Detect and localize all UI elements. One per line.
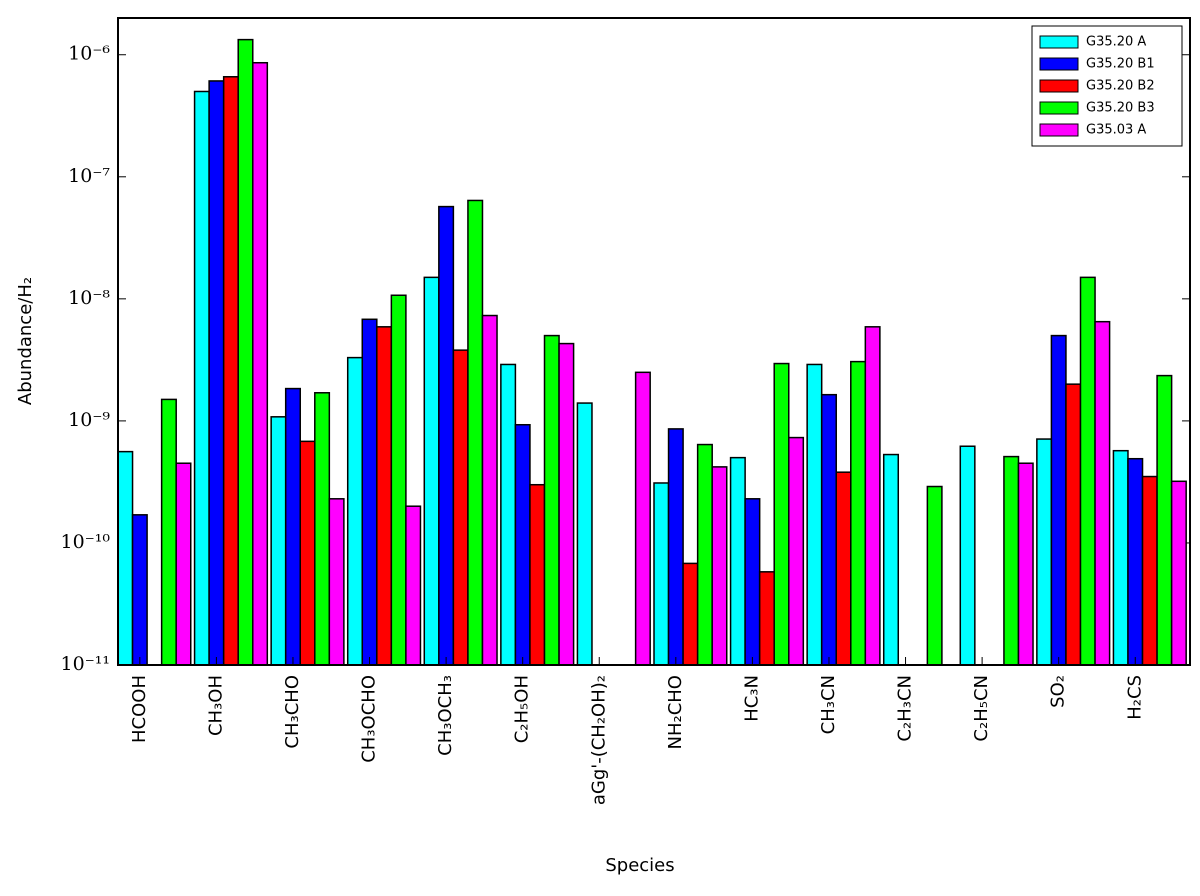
bar — [314, 392, 331, 666]
bar — [467, 199, 484, 666]
bar — [758, 571, 775, 666]
bar — [1127, 457, 1144, 666]
bar — [850, 360, 867, 666]
bar — [117, 450, 134, 666]
x-tick-label: CH₃OCHO — [359, 675, 380, 763]
x-tick-label: CH₃OCH₃ — [435, 675, 456, 756]
bar — [529, 483, 546, 666]
bar — [1112, 449, 1129, 666]
bar — [405, 505, 422, 666]
plot-frame — [117, 17, 1191, 666]
bar — [864, 326, 881, 666]
bar — [252, 61, 269, 666]
bar — [175, 462, 192, 666]
bar — [1141, 475, 1158, 666]
bar — [423, 276, 440, 666]
legend-label: G35.20 B2 — [1086, 79, 1155, 94]
bar — [711, 466, 728, 666]
x-tick-label: HC₃N — [741, 675, 762, 722]
bar — [514, 423, 531, 666]
x-tick-label: aGg'-(CH₂OH)₂ — [588, 675, 609, 805]
x-tick-label: CH₃CN — [818, 675, 839, 734]
bar — [543, 334, 560, 666]
bar — [696, 443, 713, 666]
x-tick-label: HCOOH — [129, 675, 150, 743]
bar — [1003, 455, 1020, 666]
x-tick-label: CH₃CHO — [282, 675, 303, 749]
bar — [299, 440, 316, 666]
bar — [820, 393, 837, 666]
bar — [270, 416, 287, 666]
bar — [1036, 438, 1053, 666]
y-tick-label: 10⁻¹¹ — [61, 653, 110, 675]
bar — [773, 362, 790, 666]
bar — [237, 38, 254, 666]
bar — [346, 356, 364, 666]
legend-swatch — [1039, 123, 1079, 137]
bar — [667, 428, 684, 666]
bar — [744, 498, 761, 666]
bar — [193, 90, 210, 666]
bar — [926, 485, 943, 666]
y-tick-label: 10⁻⁹ — [68, 409, 110, 431]
x-tick-label: NH₂CHO — [665, 675, 686, 750]
y-tick-label: 10⁻⁸ — [68, 287, 110, 309]
y-tick-label: 10⁻⁶ — [68, 43, 110, 65]
bar — [882, 453, 900, 666]
bar — [1050, 334, 1067, 666]
bar — [1156, 374, 1173, 666]
bar — [438, 205, 455, 666]
y-axis-label: Abundance/H₂ — [15, 277, 36, 405]
bar — [481, 314, 498, 666]
bar — [376, 326, 393, 666]
bar — [1170, 480, 1187, 666]
legend-label: G35.20 B1 — [1086, 57, 1155, 72]
bar — [390, 294, 407, 666]
bar — [328, 498, 345, 666]
bar — [500, 363, 517, 666]
bar — [682, 562, 699, 666]
bar — [1065, 383, 1082, 666]
x-tick-label: C₂H₅OH — [512, 675, 533, 743]
bar — [558, 342, 575, 666]
legend-swatch — [1039, 79, 1079, 93]
bar — [959, 445, 976, 666]
legend-label: G35.03 A — [1086, 123, 1146, 138]
bar — [208, 80, 225, 666]
bar — [131, 514, 148, 666]
bar — [222, 76, 239, 666]
legend-swatch — [1039, 57, 1079, 71]
bar — [361, 318, 378, 666]
bar — [452, 349, 469, 666]
bar — [806, 363, 823, 666]
x-tick-label: C₂H₅CN — [971, 675, 992, 742]
bar — [634, 371, 651, 666]
x-tick-label: H₂CS — [1124, 675, 1145, 720]
bar — [1094, 320, 1111, 666]
y-tick-label: 10⁻¹⁰ — [61, 531, 111, 553]
legend-label: G35.20 B3 — [1086, 101, 1155, 116]
x-axis-label: Species — [605, 855, 674, 876]
bar — [729, 456, 746, 666]
bar — [160, 398, 177, 666]
legend-swatch — [1039, 101, 1079, 115]
bar — [788, 436, 805, 666]
x-tick-label: C₂H₃CN — [895, 675, 916, 742]
bar — [576, 402, 593, 666]
bar — [1079, 276, 1096, 666]
bar — [1017, 462, 1034, 666]
legend-swatch — [1039, 35, 1079, 49]
bar — [835, 471, 852, 666]
y-tick-label: 10⁻⁷ — [68, 165, 110, 187]
bar — [653, 482, 670, 666]
x-tick-label: SO₂ — [1048, 675, 1069, 708]
x-tick-label: CH₃OH — [205, 675, 226, 736]
legend-label: G35.20 A — [1086, 35, 1146, 50]
bar — [284, 387, 301, 666]
